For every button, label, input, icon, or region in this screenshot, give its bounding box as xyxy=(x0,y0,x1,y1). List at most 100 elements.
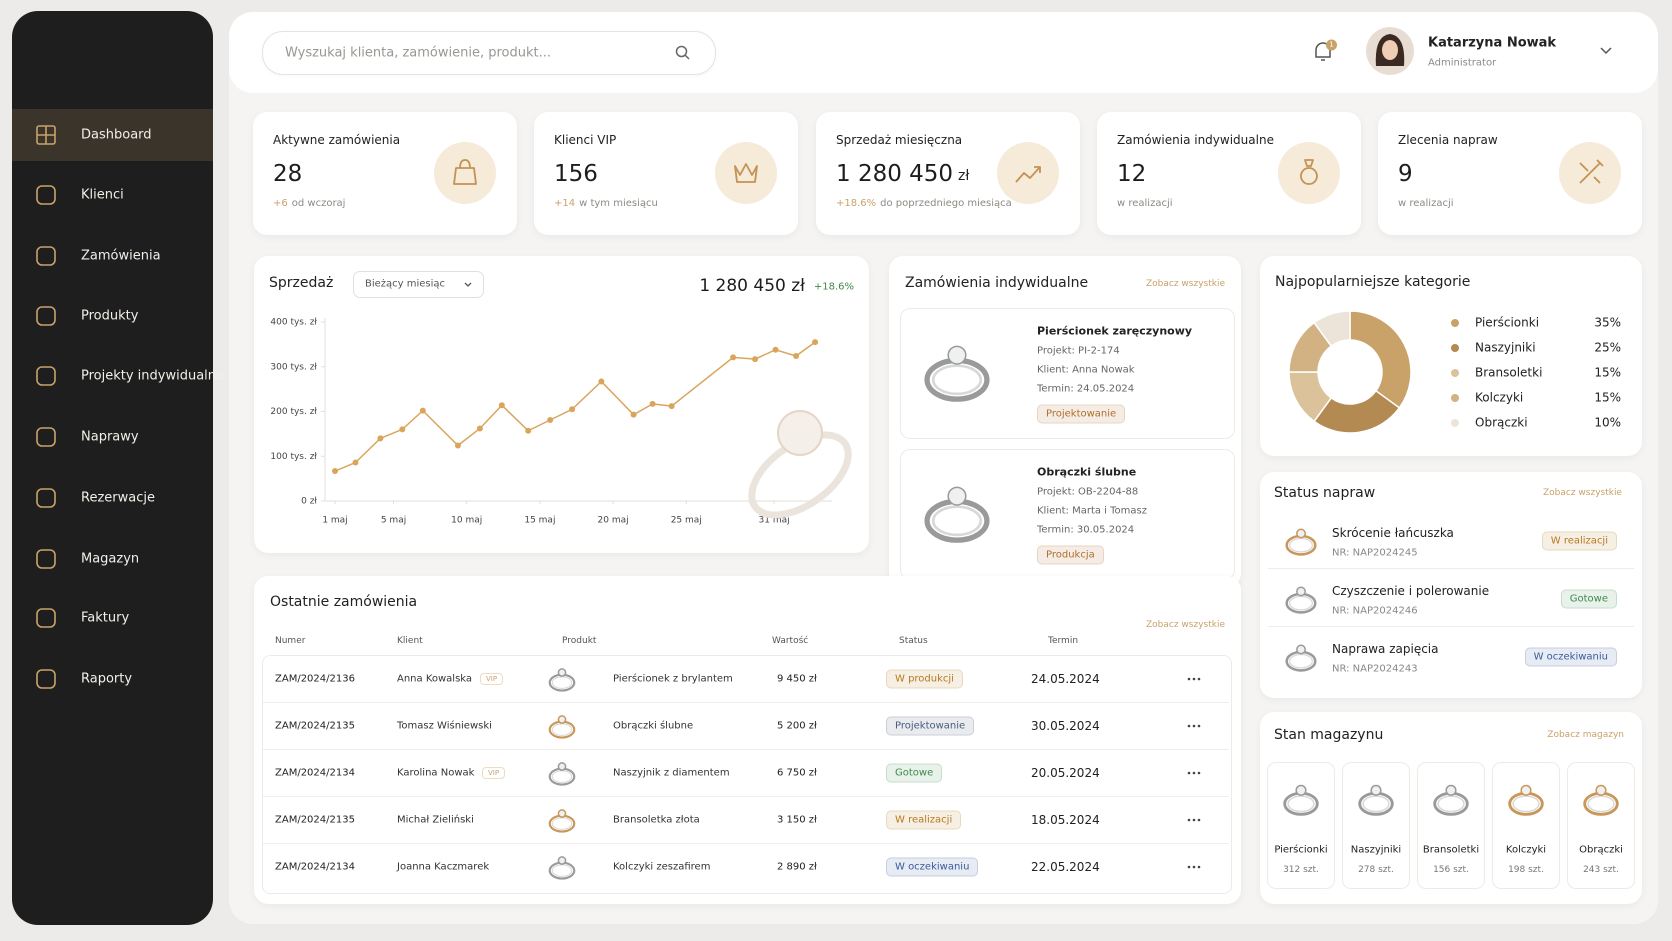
icon-shape xyxy=(1579,159,1604,184)
nav-item[interactable]: Naprawy xyxy=(81,429,139,445)
kpi-unit: zł xyxy=(958,168,970,184)
decor-shape xyxy=(777,410,823,456)
icon-bg xyxy=(715,142,777,204)
kpi-note: +14 w tym miesiącu xyxy=(554,198,658,209)
inventory-image xyxy=(1583,784,1619,816)
kpi-value: 28 xyxy=(273,161,303,187)
ring-band-inner xyxy=(551,864,573,877)
kpi-label: Zlecenia napraw xyxy=(1398,133,1498,147)
card-title: Status napraw xyxy=(1274,485,1376,501)
nav-item[interactable]: Projekty indywidualne xyxy=(81,368,225,384)
inventory-name: Obrączki xyxy=(1579,844,1623,856)
card-title: Ostatnie zamówienia xyxy=(270,594,418,610)
nav-item[interactable]: Raporty xyxy=(81,671,133,687)
nav-item[interactable]: Magazyn xyxy=(81,551,140,567)
legend-value: 25% xyxy=(1594,341,1621,355)
avatar-face xyxy=(1382,40,1398,60)
nav-item[interactable]: Rezerwacje xyxy=(81,490,155,506)
inventory-image xyxy=(1358,784,1394,816)
status-badge: Projektowanie xyxy=(886,716,975,736)
nav-icon xyxy=(36,427,56,447)
kpi-icon xyxy=(715,142,777,204)
nav-item[interactable]: Zamówienia xyxy=(81,248,161,264)
dot xyxy=(1192,818,1196,822)
ring-band-inner xyxy=(1289,653,1313,669)
search-box[interactable]: Wyszukaj klienta, zamówienie, produkt... xyxy=(262,31,716,75)
kpi-card: Zlecenia napraw 9 w realizacji xyxy=(1378,112,1642,235)
more-menu[interactable] xyxy=(1187,865,1201,869)
custom-orders-card: Zamówienia indywidualne Zobacz wszystkie P… xyxy=(889,256,1241,587)
kpi-icon xyxy=(1278,142,1340,204)
kpi-label: Aktywne zamówienia xyxy=(273,133,401,147)
dot xyxy=(1187,865,1191,869)
legend-dot xyxy=(1451,319,1459,327)
icon-shape xyxy=(36,549,56,569)
user-role: Administrator xyxy=(1428,57,1497,69)
ring-band-inner xyxy=(1287,795,1315,813)
ring-stone xyxy=(1445,784,1457,796)
ring-stone xyxy=(1520,784,1532,796)
ring-stone xyxy=(1295,784,1307,796)
repair-item xyxy=(1268,514,1634,569)
status-badge: Gotowe xyxy=(1560,589,1617,609)
nav-item[interactable]: Klienci xyxy=(81,187,124,203)
status-badge: W oczekiwaniu xyxy=(886,857,979,877)
column-header: Numer xyxy=(275,636,306,646)
order-client: Karolina Nowak xyxy=(397,767,475,779)
icon-bg xyxy=(997,142,1059,204)
more-menu[interactable] xyxy=(1187,677,1201,681)
item-project: Projekt: PI-2-174 xyxy=(1037,345,1120,357)
icon-shape xyxy=(1015,166,1041,183)
inventory-tile: Obrączki 243 szt. xyxy=(1567,762,1635,889)
vip-badge: VIP xyxy=(482,767,506,779)
icon-shape xyxy=(36,246,56,266)
nav-item[interactable]: Produkty xyxy=(81,308,139,324)
see-all-link[interactable]: Zobacz magazyn xyxy=(1547,730,1624,740)
column-header: Status xyxy=(899,636,928,646)
repair-name: Naprawa zapięcia xyxy=(1332,642,1439,656)
search-placeholder: Wyszukaj klienta, zamówienie, produkt... xyxy=(285,45,552,61)
item-project: Projekt: OB-2204-88 xyxy=(1037,486,1139,498)
more-menu[interactable] xyxy=(1187,818,1201,822)
kpi-note: w realizacji xyxy=(1117,198,1173,209)
order-value: 9 450 zł xyxy=(777,673,817,685)
inventory-name: Pierścionki xyxy=(1274,844,1328,856)
categories-card: Najpopularniejsze kategorie Pierścionki 35… xyxy=(1260,256,1642,456)
kpi-icon xyxy=(997,142,1059,204)
see-all-link[interactable]: Zobacz wszystkie xyxy=(1145,279,1225,289)
more-menu[interactable] xyxy=(1187,771,1201,775)
ring-stone xyxy=(1595,784,1607,796)
status-badge: W oczekiwaniu xyxy=(1524,647,1617,667)
icon-shape xyxy=(36,366,56,386)
nav-item[interactable]: Dashboard xyxy=(81,127,152,143)
more-menu[interactable] xyxy=(1187,724,1201,728)
status-badge: Projektowanie xyxy=(1037,404,1126,424)
ring-stone xyxy=(1296,586,1306,597)
icon-shape xyxy=(453,159,477,185)
dot xyxy=(1187,771,1191,775)
ring-band-inner xyxy=(1289,595,1313,611)
product-image xyxy=(548,856,576,880)
ring-band-inner xyxy=(551,817,573,830)
nav-item[interactable]: Faktury xyxy=(81,610,130,626)
ring-stone xyxy=(557,809,567,818)
order-value: 3 150 zł xyxy=(777,814,817,826)
item-name: Pierścionek zaręczynowy xyxy=(1037,324,1193,338)
see-all-link[interactable]: Zobacz wszystkie xyxy=(1145,620,1225,630)
dot xyxy=(1197,724,1201,728)
legend-label: Naszyjniki xyxy=(1475,341,1536,355)
dot xyxy=(1197,677,1201,681)
avatar xyxy=(1366,27,1414,75)
ring-band-inner xyxy=(551,676,573,689)
dot xyxy=(1192,724,1196,728)
ring-band-inner xyxy=(1437,795,1465,813)
decor-shape xyxy=(748,431,852,519)
order-client: Michał Zieliński xyxy=(397,814,474,826)
inventory-card: Stan magazynu Zobacz magazyn Pierścionki 31… xyxy=(1260,712,1642,904)
repair-number: NR: NAP2024246 xyxy=(1332,605,1418,617)
order-value: 5 200 zł xyxy=(777,720,817,732)
status-badge: Gotowe xyxy=(886,763,943,783)
ring-band-inner xyxy=(1512,795,1540,813)
period-dropdown[interactable]: Bieżący miesiąc xyxy=(353,271,484,298)
see-all-link[interactable]: Zobacz wszystkie xyxy=(1542,488,1622,498)
